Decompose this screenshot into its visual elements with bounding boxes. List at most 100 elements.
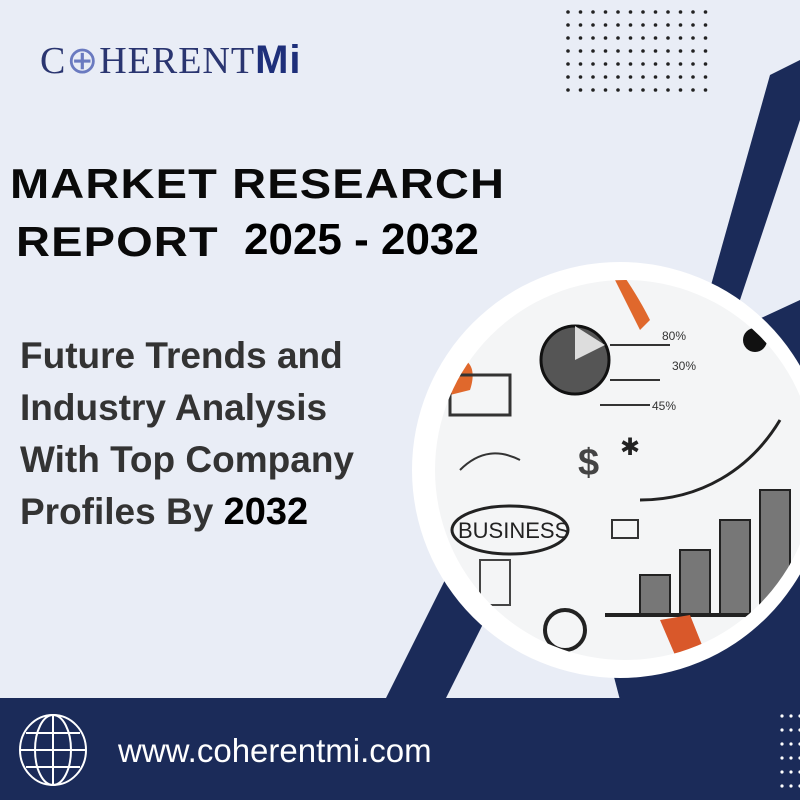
logo-letter-c: C xyxy=(40,40,67,82)
dot xyxy=(628,10,633,14)
subtitle-line2: Industry Analysis xyxy=(20,387,328,428)
hand-sketch xyxy=(610,280,650,330)
dot xyxy=(628,23,633,27)
dot xyxy=(703,62,708,66)
dot xyxy=(666,75,670,79)
dot xyxy=(616,88,620,92)
dot xyxy=(666,36,670,40)
dot xyxy=(566,10,570,14)
dot xyxy=(566,75,570,79)
dot xyxy=(628,62,633,66)
dot xyxy=(616,10,620,14)
dot xyxy=(678,88,683,92)
dot xyxy=(603,49,608,53)
dot xyxy=(641,88,645,92)
dot xyxy=(591,49,595,53)
dot xyxy=(628,75,633,79)
dot xyxy=(578,88,583,92)
dot xyxy=(789,728,793,732)
dot xyxy=(603,62,608,66)
dot xyxy=(666,10,670,14)
dot xyxy=(780,784,784,788)
sketch-label-30: 30% xyxy=(672,359,696,373)
dot xyxy=(591,23,595,27)
dot xyxy=(703,23,708,27)
dot xyxy=(591,88,595,92)
dot xyxy=(578,75,583,79)
logo-text: HERENT xyxy=(99,40,256,82)
footer-band xyxy=(0,698,800,800)
dot xyxy=(703,75,708,79)
sketch-label-45: 45% xyxy=(652,399,676,413)
dot xyxy=(666,23,670,27)
dot xyxy=(628,88,633,92)
dot xyxy=(616,75,620,79)
dot xyxy=(578,10,583,14)
dot xyxy=(691,36,695,40)
dot xyxy=(653,36,658,40)
dot xyxy=(578,36,583,40)
dot xyxy=(603,75,608,79)
dot xyxy=(653,23,658,27)
star-sketch-icon: ✱ xyxy=(620,434,640,461)
dot xyxy=(628,49,633,53)
dot xyxy=(603,36,608,40)
dot xyxy=(641,62,645,66)
dot xyxy=(591,62,595,66)
dot xyxy=(653,10,658,14)
business-label: BUSINESS xyxy=(458,518,569,543)
dot xyxy=(566,49,570,53)
dot-grid-top xyxy=(566,10,708,92)
dot xyxy=(578,62,583,66)
dot xyxy=(691,88,695,92)
dot xyxy=(678,23,683,27)
dot xyxy=(628,36,633,40)
dot xyxy=(691,62,695,66)
dot xyxy=(566,88,570,92)
dot xyxy=(780,756,784,760)
dot xyxy=(789,756,793,760)
dot xyxy=(603,10,608,14)
subtitle-line3: With Top Company xyxy=(20,439,354,480)
dot xyxy=(703,49,708,53)
dot xyxy=(678,62,683,66)
envelope-sketch-icon xyxy=(611,519,639,539)
dot xyxy=(666,88,670,92)
dot xyxy=(616,49,620,53)
dot xyxy=(666,62,670,66)
dot xyxy=(653,49,658,53)
dot xyxy=(591,36,595,40)
dot xyxy=(703,36,708,40)
dot xyxy=(780,728,784,732)
dot xyxy=(641,49,645,53)
dot xyxy=(578,23,583,27)
diagonal-stripe xyxy=(690,60,800,360)
dot xyxy=(566,23,570,27)
dot xyxy=(789,742,793,746)
logo-mi: Mi xyxy=(255,38,302,82)
dot xyxy=(780,742,784,746)
dot xyxy=(591,75,595,79)
dot xyxy=(678,75,683,79)
dot xyxy=(603,23,608,27)
website-link[interactable]: www.coherentmi.com xyxy=(118,732,432,769)
dot xyxy=(603,88,608,92)
headline-line1: MARKET RESEARCH xyxy=(10,160,506,207)
dot xyxy=(780,770,784,774)
logo-grid-o-icon: ⊕ xyxy=(66,40,100,82)
dot xyxy=(789,714,793,718)
dot xyxy=(678,49,683,53)
subtitle: Future Trends and Industry Analysis With… xyxy=(20,330,354,538)
dot xyxy=(616,36,620,40)
headline-line2: REPORT xyxy=(16,218,219,265)
dot xyxy=(691,10,695,14)
dot xyxy=(641,10,645,14)
dot xyxy=(789,784,793,788)
dot xyxy=(780,714,784,718)
dot xyxy=(789,770,793,774)
dot xyxy=(666,49,670,53)
dot xyxy=(678,36,683,40)
dot xyxy=(703,88,708,92)
dot xyxy=(691,23,695,27)
